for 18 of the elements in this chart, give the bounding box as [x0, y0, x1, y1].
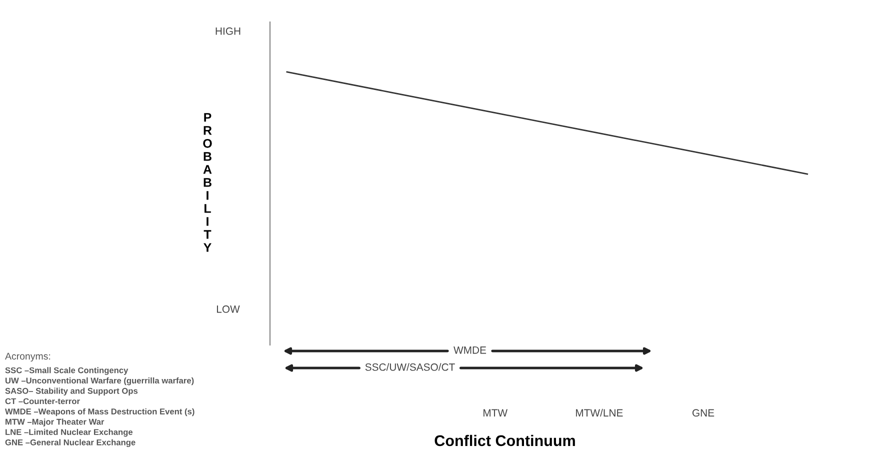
x-tick-label: MTW/LNE: [576, 408, 623, 417]
text: LOW: [216, 305, 240, 313]
text: SASO– Stability and Support Ops: [5, 388, 138, 396]
text: CT –Counter-terror: [5, 398, 80, 404]
text: UW –Unconventional Warfare (guerrilla warfare): [6, 377, 194, 386]
x-axis-title: Conflict Continuum: [434, 434, 575, 446]
text: PROBABILITY: [203, 113, 212, 252]
x-tick-label: GNE: [692, 409, 714, 417]
text: GNE –General Nuclear Exchange: [5, 439, 136, 447]
text: WMDE –Weapons of Mass Destruction Event (s): [5, 408, 194, 416]
text: WMDE: [454, 346, 486, 354]
text: LNE –Limited Nuclear Exchange: [6, 428, 133, 437]
text: SSC –Small Scale Contingency: [5, 367, 128, 375]
x-tick-label: MTW: [484, 409, 508, 416]
text: MTW –Major Theater War: [6, 418, 104, 426]
text: SSC/UW/SASO/CT: [365, 363, 455, 371]
text: Acronyms:: [5, 352, 50, 362]
text: HIGH: [216, 27, 240, 35]
